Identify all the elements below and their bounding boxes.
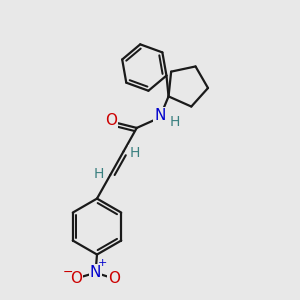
Text: N: N: [90, 265, 101, 280]
Text: H: H: [94, 167, 104, 181]
Text: −: −: [63, 266, 73, 279]
Text: O: O: [105, 113, 117, 128]
Text: N: N: [154, 108, 165, 123]
Text: O: O: [70, 271, 82, 286]
Text: H: H: [130, 146, 140, 160]
Text: O: O: [108, 271, 120, 286]
Text: +: +: [97, 258, 107, 268]
Text: H: H: [169, 115, 180, 129]
